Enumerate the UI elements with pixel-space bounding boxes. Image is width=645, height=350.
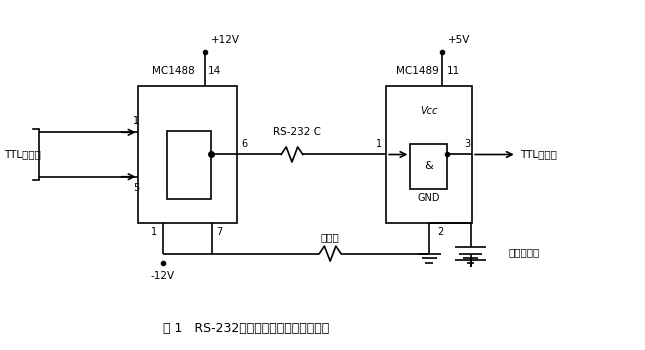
Text: MC1488: MC1488	[152, 66, 195, 76]
Text: 1: 1	[375, 139, 382, 148]
Text: TTL数据入: TTL数据入	[4, 149, 41, 160]
Text: 1: 1	[151, 228, 157, 237]
Bar	[386, 86, 472, 223]
Text: Vcc: Vcc	[421, 106, 438, 116]
Text: RS-232 C: RS-232 C	[273, 127, 321, 137]
Text: 1: 1	[133, 116, 139, 126]
Text: 14: 14	[208, 66, 221, 76]
Text: 公共地: 公共地	[321, 232, 339, 242]
Bar	[410, 144, 446, 189]
Text: 3: 3	[464, 139, 470, 148]
Text: TTL数据出: TTL数据出	[520, 149, 557, 160]
Text: GND: GND	[418, 193, 441, 203]
Text: 11: 11	[446, 66, 460, 76]
Text: 7: 7	[216, 228, 223, 237]
Text: 5: 5	[133, 183, 139, 193]
Bar	[166, 131, 211, 199]
Text: 滤波电容器: 滤波电容器	[509, 247, 540, 257]
Text: -12V: -12V	[150, 271, 175, 281]
Text: 图 1   RS-232接口电平转换电路的连接方: 图 1 RS-232接口电平转换电路的连接方	[163, 322, 329, 335]
Text: 6: 6	[241, 139, 247, 148]
Text: +12V: +12V	[212, 35, 241, 45]
Text: +5V: +5V	[448, 35, 471, 45]
Text: &: &	[424, 161, 433, 171]
Text: MC1489: MC1489	[396, 66, 439, 76]
Text: 2: 2	[437, 228, 444, 237]
Bar	[138, 86, 237, 223]
